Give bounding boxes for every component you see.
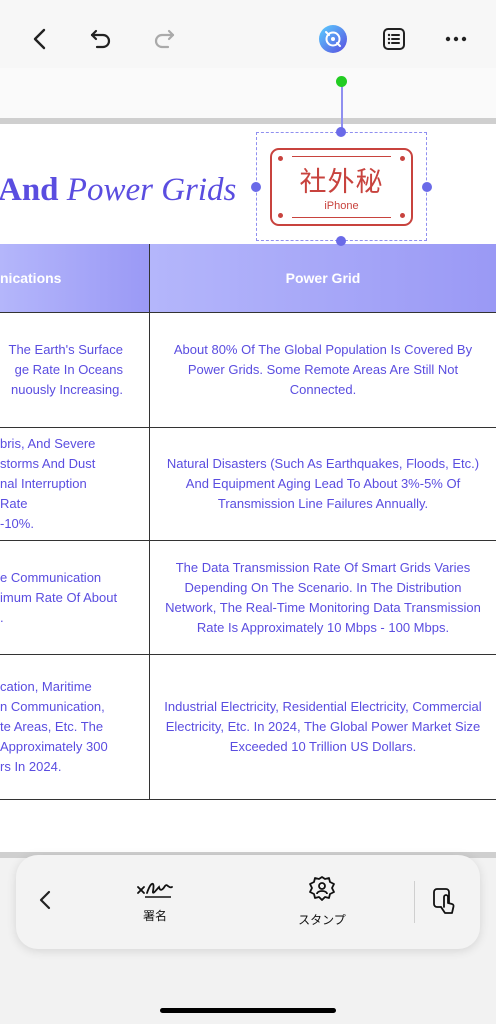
header-label: nications (0, 270, 62, 286)
dock-back-button[interactable] (38, 889, 52, 911)
resize-handle-right[interactable] (422, 182, 432, 192)
cell-line: Approximately 300 (0, 739, 108, 754)
page-title: And Power Grids (0, 172, 236, 209)
cell-text: The Data Transmission Rate Of Smart Grid… (165, 559, 481, 635)
signature-icon (137, 882, 173, 898)
header-label: Power Grid (285, 270, 361, 286)
list-icon[interactable] (377, 22, 411, 56)
rotate-connector (341, 86, 343, 132)
signature-label: 署名 (142, 909, 167, 923)
stamp-dot (400, 213, 405, 218)
signature-button[interactable]: 署名 (130, 877, 180, 924)
stamp-rule (292, 217, 391, 218)
table-row-line (0, 654, 496, 655)
cell-line: te Areas, Etc. The (0, 719, 104, 734)
cell-line: ge Rate In Oceans (14, 362, 123, 377)
table-header-power-grid: Power Grid (150, 244, 496, 312)
cell-line: nal Interruption Rate (0, 476, 87, 511)
cell-line: bris, And Severe (0, 436, 96, 451)
table-header-communications: nications (0, 244, 150, 312)
cell-line: n Communication, (0, 699, 105, 714)
bottom-tool-dock: 署名 スタンプ (16, 855, 480, 949)
resize-handle-left[interactable] (251, 182, 261, 192)
cell-line: storms And Dust (0, 456, 96, 471)
rotate-handle[interactable] (336, 76, 347, 87)
dock-divider (414, 881, 415, 923)
table-row-line (0, 799, 496, 800)
stamp-sub-text: iPhone (324, 200, 359, 212)
top-toolbar (0, 0, 496, 68)
stamp-main-text: 社外秘 (299, 167, 384, 197)
previous-page-edge (0, 68, 496, 122)
cell-line: The Earth's Surface (8, 342, 123, 357)
title-bold-part: And (0, 172, 59, 208)
table-cell: The Earth's Surface ge Rate In Oceans nu… (0, 313, 149, 427)
home-indicator (160, 1008, 336, 1013)
cell-text: About 80% Of The Global Population Is Co… (173, 342, 473, 397)
cell-line: nuously Increasing. (10, 382, 123, 397)
stamp-dot (278, 213, 283, 218)
tap-gesture-icon (433, 888, 455, 914)
confidential-stamp[interactable]: 社外秘 iPhone (270, 148, 413, 226)
table-divider (149, 244, 150, 800)
table-row-line (0, 540, 496, 541)
table-cell: Natural Disasters (Such As Earthquakes, … (164, 428, 482, 540)
more-icon[interactable] (439, 22, 473, 56)
cell-line: cation, Maritime (0, 679, 92, 694)
undo-icon[interactable] (84, 22, 118, 56)
cell-line: imum Rate Of About (0, 589, 118, 605)
stamp-button[interactable]: スタンプ (290, 875, 354, 928)
table-cell: cation, Maritime n Communication, te Are… (0, 655, 149, 799)
ai-assistant-icon[interactable] (316, 22, 350, 56)
table-cell: The Data Transmission Rate Of Smart Grid… (164, 541, 482, 654)
back-icon[interactable] (24, 22, 58, 56)
cell-line: . (0, 609, 4, 625)
page-divider (0, 118, 496, 124)
stamp-label: スタンプ (298, 913, 346, 927)
table-cell: e Communication imum Rate Of About . (0, 541, 149, 654)
title-italic-part: Power Grids (66, 172, 237, 208)
stamp-rule (292, 156, 391, 157)
cell-line: e Communication (0, 569, 102, 585)
resize-handle-top[interactable] (336, 127, 346, 137)
stamp-dot (278, 156, 283, 161)
table-row-line (0, 427, 496, 428)
table-cell: bris, And Severe storms And Dust nal Int… (0, 428, 149, 540)
chevron-left-icon (39, 890, 51, 910)
cell-line: rs In 2024. (0, 759, 62, 774)
cell-text: Industrial Electricity, Residential Elec… (164, 699, 482, 754)
stamp-dot (400, 156, 405, 161)
cell-line: -10%. (0, 516, 34, 531)
tap-mode-button[interactable] (432, 887, 458, 915)
table-cell: About 80% Of The Global Population Is Co… (164, 313, 482, 427)
table-row-line (0, 312, 496, 313)
table-cell: Industrial Electricity, Residential Elec… (164, 655, 482, 799)
redo-icon[interactable] (147, 22, 181, 56)
stamp-icon (309, 876, 335, 901)
resize-handle-bottom[interactable] (336, 236, 346, 246)
cell-text: Natural Disasters (Such As Earthquakes, … (166, 456, 480, 511)
